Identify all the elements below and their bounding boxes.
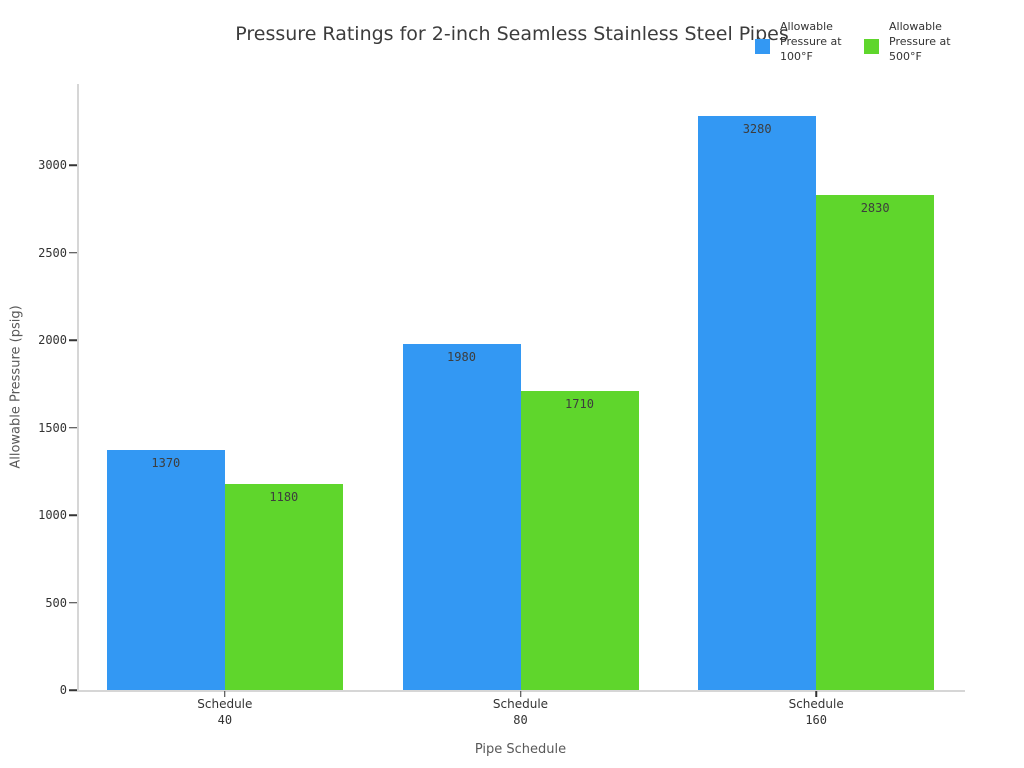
legend-swatch-icon (864, 39, 879, 54)
legend-label-line: 500°F (889, 50, 922, 63)
legend-label-line: Pressure at (780, 35, 842, 48)
x-axis-title: Pipe Schedule (474, 742, 567, 757)
legend-item: Allowable Pressure at 100°F (755, 19, 842, 64)
y-tick-label: 2000 (38, 333, 67, 348)
legend-label: Allowable Pressure at 100°F (780, 19, 842, 64)
y-tick-mark (69, 339, 77, 342)
y-tick-mark (69, 426, 77, 429)
legend: Allowable Pressure at 100°F Allowable Pressu… (0, 0, 1024, 80)
legend-swatch-icon (755, 39, 770, 54)
bar: 3280 (698, 116, 817, 690)
bar-value-label: 1980 (447, 349, 476, 364)
y-tick-mark (69, 252, 77, 254)
x-tick-label-line: Schedule (492, 697, 549, 711)
y-tick-label: 3000 (38, 158, 67, 173)
y-tick-label: 1500 (38, 420, 67, 435)
x-tick-label: Schedule 40 (197, 696, 252, 728)
bar: 2830 (816, 195, 935, 690)
x-tick-label-line: 40 (217, 713, 233, 727)
bar: 1370 (106, 450, 225, 690)
y-tick-mark (69, 514, 77, 516)
x-tick-label: Schedule 160 (789, 696, 844, 728)
y-axis-title: Allowable Pressure (psig) (8, 305, 24, 469)
legend-label-line: Allowable (889, 20, 942, 33)
x-tick-label-line: 80 (513, 713, 528, 727)
x-axis-line (77, 690, 965, 692)
x-tick-label: Schedule 80 (493, 696, 548, 728)
bar-value-label: 1710 (565, 397, 594, 411)
bar-value-label: 1180 (269, 489, 299, 504)
y-tick-label: 0 (59, 683, 67, 697)
y-tick-mark (69, 164, 77, 167)
y-axis-line (77, 84, 79, 691)
y-tick-label: 1000 (38, 508, 67, 523)
bar-value-label: 2830 (860, 201, 890, 216)
bar: 1710 (520, 391, 639, 690)
legend-label-line: 100°F (780, 50, 813, 63)
legend-item: Allowable Pressure at 500°F (864, 19, 951, 64)
plot-area: 0 500 1000 1500 2000 2500 3000 1370 1180 Schedule… (38, 85, 964, 727)
legend-label-line: Pressure at (889, 35, 951, 48)
bar: 1180 (224, 483, 343, 690)
bar: 1980 (402, 343, 521, 690)
x-tick-mark (224, 691, 226, 697)
x-tick-mark (519, 691, 522, 697)
legend-label: Allowable Pressure at 500°F (889, 19, 951, 64)
y-tick-label: 2500 (38, 245, 67, 260)
y-tick-mark (69, 689, 77, 691)
x-tick-mark (815, 691, 817, 697)
y-tick-label: 500 (45, 595, 67, 610)
bar-value-label: 1370 (151, 456, 181, 471)
x-tick-label-line: 160 (805, 713, 827, 727)
x-tick-label-line: Schedule (197, 697, 253, 711)
x-tick-label-line: Schedule (788, 697, 844, 711)
y-tick-mark (69, 601, 77, 604)
chart-title: Pressure Ratings for 2-inch Seamless Sta… (235, 23, 789, 45)
legend-label-line: Allowable (780, 20, 833, 33)
bar-value-label: 3280 (742, 122, 772, 137)
